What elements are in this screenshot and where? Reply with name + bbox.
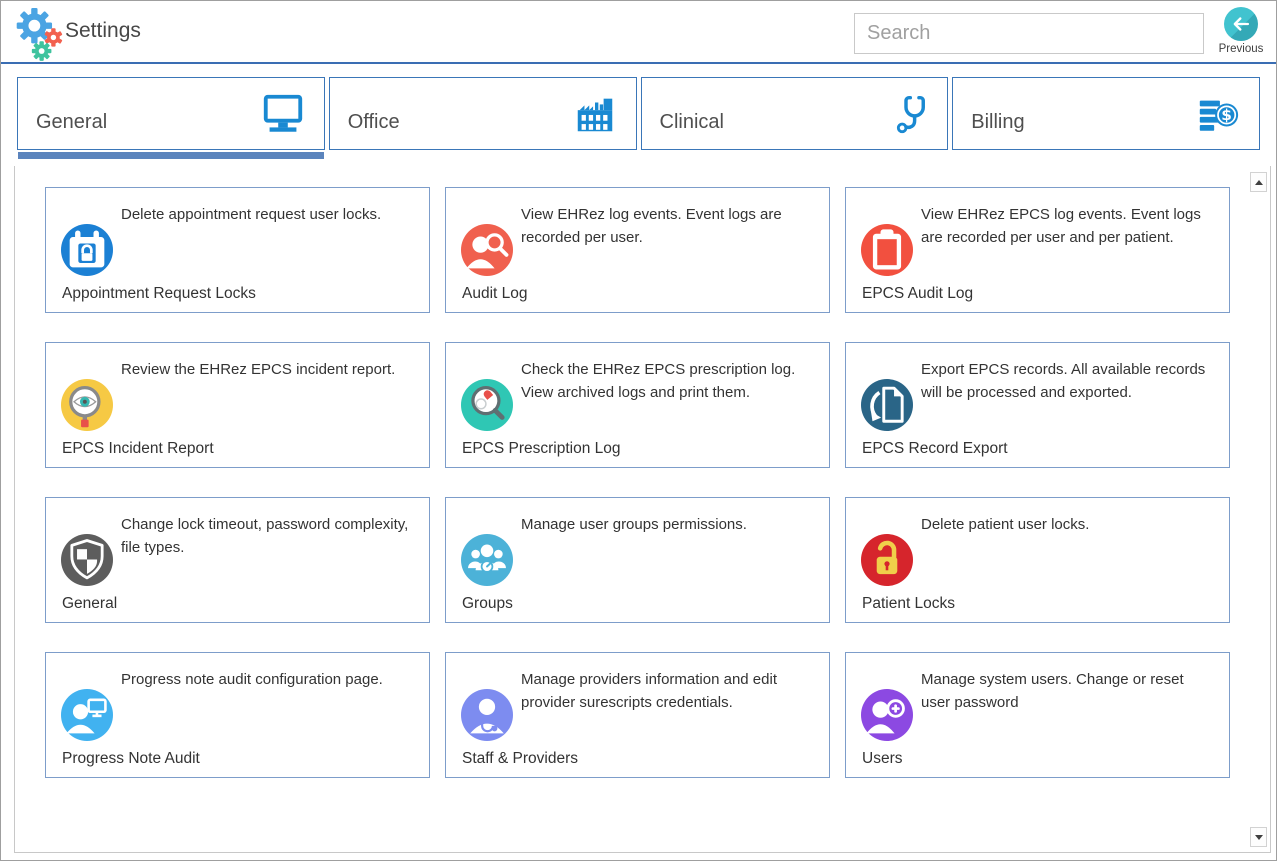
settings-tabs: General Office [17, 77, 1260, 159]
tab-clinical-label: Clinical [659, 111, 724, 133]
card-title: EPCS Incident Report [62, 440, 214, 457]
page-title: Settings [65, 19, 141, 42]
card-title: Groups [462, 595, 513, 612]
card-users[interactable]: Manage system users. Change or reset use… [845, 652, 1230, 778]
settings-panel: Delete appointment request user locks. A… [14, 166, 1271, 853]
card-title: EPCS Audit Log [862, 285, 974, 302]
people-group-icon [461, 534, 513, 586]
app-header: Settings Previous [1, 1, 1276, 64]
tab-billing-label: Billing [971, 111, 1025, 133]
card-description: View EHRez log events. Event logs are re… [521, 206, 782, 246]
tab-general-label: General [36, 111, 108, 133]
card-description: Change lock timeout, password complexity… [121, 516, 409, 556]
card-epcs-record-export[interactable]: Export EPCS records. All available recor… [845, 342, 1230, 468]
card-title: Users [862, 750, 903, 767]
card-staff-providers[interactable]: Manage providers information and edit pr… [445, 652, 830, 778]
card-description: Progress note audit configuration page. [121, 671, 383, 688]
card-description: Manage system users. Change or reset use… [921, 671, 1184, 711]
card-title: Patient Locks [862, 595, 956, 612]
card-description: Review the EHRez EPCS incident report. [121, 361, 396, 378]
user-monitor-icon [61, 689, 113, 741]
svg-text:$: $ [1221, 106, 1232, 124]
scroll-up-button[interactable] [1250, 172, 1267, 192]
stethoscope-icon [883, 91, 929, 137]
previous-label: Previous [1218, 43, 1264, 55]
card-title: EPCS Record Export [862, 440, 1008, 457]
search-input[interactable] [854, 13, 1204, 54]
card-progress-note-audit[interactable]: Progress note audit configuration page. … [45, 652, 430, 778]
padlock-icon [861, 534, 913, 586]
card-description: Delete patient user locks. [921, 516, 1090, 533]
factory-icon [572, 91, 618, 137]
tab-office-label: Office [347, 111, 400, 133]
card-patient-locks[interactable]: Delete patient user locks. Patient Locks [845, 497, 1230, 623]
card-title: Appointment Request Locks [62, 285, 256, 302]
scroll-up-icon [1254, 179, 1263, 185]
card-title: General [62, 595, 118, 612]
tab-clinical[interactable]: Clinical [640, 77, 949, 150]
card-title: Progress Note Audit [62, 750, 200, 767]
tab-office[interactable]: Office [328, 77, 637, 150]
tab-general[interactable]: General [17, 77, 325, 159]
card-grid: Delete appointment request user locks. A… [15, 166, 1270, 778]
calendar-lock-icon [61, 224, 113, 276]
card-title: Audit Log [462, 285, 528, 302]
card-description: Manage providers information and edit pr… [521, 671, 777, 711]
clipboard-icon [861, 224, 913, 276]
card-description: View EHRez EPCS log events. Event logs a… [921, 206, 1201, 246]
card-description: Check the EHRez EPCS prescription log. V… [521, 361, 796, 401]
card-appointment-request-locks[interactable]: Delete appointment request user locks. A… [45, 187, 430, 313]
card-groups[interactable]: Manage user groups permissions. Groups [445, 497, 830, 623]
card-audit-log[interactable]: View EHRez log events. Event logs are re… [445, 187, 830, 313]
money-icon: $ [1195, 91, 1241, 137]
user-plus-icon [861, 689, 913, 741]
magnifier-pills-icon [461, 379, 513, 431]
magnifier-eye-icon [61, 379, 113, 431]
card-description: Export EPCS records. All available recor… [921, 361, 1206, 401]
card-epcs-incident-report[interactable]: Review the EHRez EPCS incident report. E… [45, 342, 430, 468]
tab-billing[interactable]: Billing $ [952, 77, 1260, 150]
scroll-down-icon [1254, 834, 1263, 840]
gears-icon [9, 3, 67, 63]
scroll-down-button[interactable] [1250, 827, 1267, 847]
card-epcs-audit-log[interactable]: View EHRez EPCS log events. Event logs a… [845, 187, 1230, 313]
doctor-icon [461, 689, 513, 741]
card-epcs-prescription-log[interactable]: Check the EHRez EPCS prescription log. V… [445, 342, 830, 468]
previous-button[interactable]: Previous [1210, 7, 1272, 55]
monitor-icon [260, 91, 306, 137]
back-arrow-icon [1224, 7, 1258, 41]
user-magnifier-icon [461, 224, 513, 276]
card-general[interactable]: Change lock timeout, password complexity… [45, 497, 430, 623]
card-description: Delete appointment request user locks. [121, 206, 382, 223]
card-title: Staff & Providers [462, 750, 579, 767]
card-description: Manage user groups permissions. [521, 516, 747, 533]
document-export-icon [861, 379, 913, 431]
vertical-scrollbar[interactable] [1250, 172, 1268, 847]
shield-icon [61, 534, 113, 586]
card-title: EPCS Prescription Log [462, 440, 621, 457]
